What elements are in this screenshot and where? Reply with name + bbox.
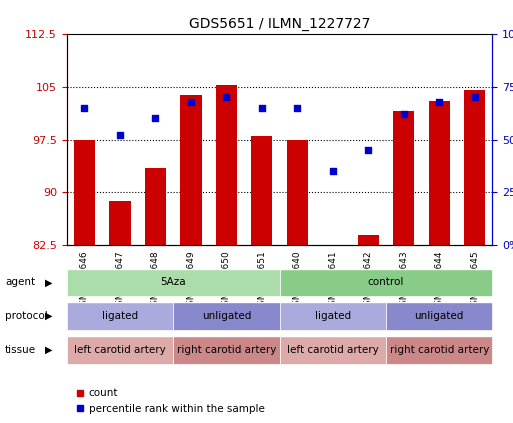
Bar	[464, 90, 485, 245]
Point	[187, 98, 195, 105]
Text: ligated: ligated	[102, 311, 138, 321]
Point	[329, 168, 337, 175]
Bar	[145, 168, 166, 245]
Text: ▶: ▶	[45, 311, 52, 321]
Legend: count, percentile rank within the sample: count, percentile rank within the sample	[72, 384, 269, 418]
Bar	[358, 235, 379, 245]
Text: ▶: ▶	[45, 277, 52, 287]
Bar	[287, 140, 308, 245]
Text: left carotid artery: left carotid artery	[74, 345, 166, 355]
Point	[435, 98, 443, 105]
Text: unligated: unligated	[415, 311, 464, 321]
Text: unligated: unligated	[202, 311, 251, 321]
Text: left carotid artery: left carotid artery	[287, 345, 379, 355]
Point	[151, 115, 160, 122]
Bar	[393, 111, 415, 245]
Bar	[180, 95, 202, 245]
Text: control: control	[368, 277, 404, 287]
Text: ligated: ligated	[315, 311, 351, 321]
Point	[293, 104, 302, 111]
Point	[222, 94, 230, 101]
Text: protocol: protocol	[5, 311, 48, 321]
Bar	[109, 201, 130, 245]
Bar	[74, 140, 95, 245]
Text: ▶: ▶	[45, 345, 52, 355]
Point	[400, 111, 408, 118]
Text: right carotid artery: right carotid artery	[389, 345, 489, 355]
Point	[258, 104, 266, 111]
Point	[81, 104, 89, 111]
Title: GDS5651 / ILMN_1227727: GDS5651 / ILMN_1227727	[189, 17, 370, 31]
Text: agent: agent	[5, 277, 35, 287]
Point	[116, 132, 124, 139]
Point	[470, 94, 479, 101]
Text: right carotid artery: right carotid artery	[176, 345, 276, 355]
Bar	[251, 136, 272, 245]
Text: tissue: tissue	[5, 345, 36, 355]
Text: 5Aza: 5Aza	[161, 277, 186, 287]
Bar	[428, 101, 450, 245]
Bar	[215, 85, 237, 245]
Point	[364, 147, 372, 154]
